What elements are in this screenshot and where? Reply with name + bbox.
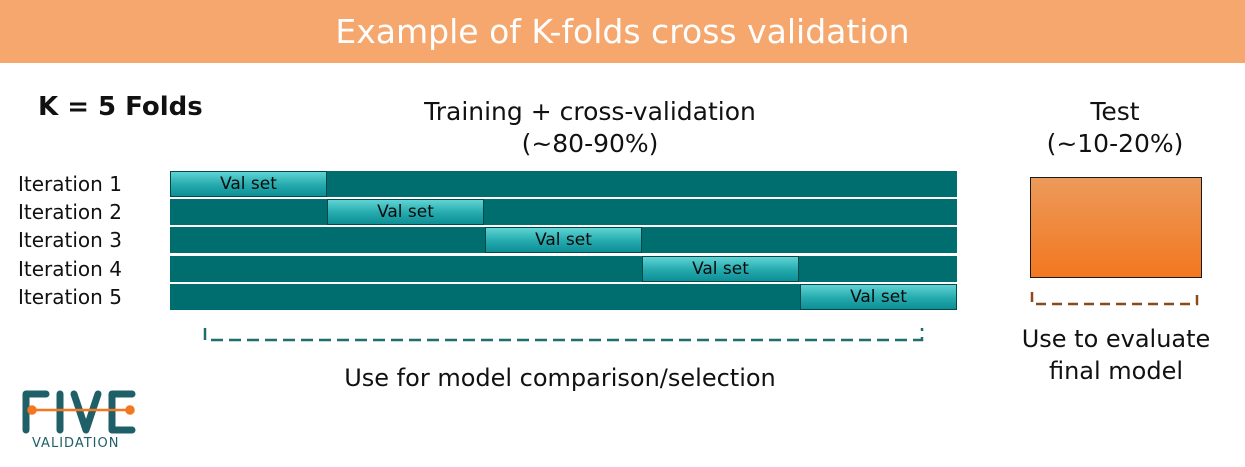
test-bracket — [1030, 290, 1200, 308]
training-bar: Val set — [170, 199, 957, 225]
evaluate-caption-line1: Use to evaluate — [1021, 325, 1211, 353]
model-selection-bracket — [203, 326, 925, 344]
iteration-label: Iteration 2 — [18, 200, 122, 224]
training-title-line1: Training + cross-validation — [424, 97, 756, 126]
evaluate-caption-line2: final model — [1048, 357, 1184, 385]
header-banner: Example of K-folds cross validation — [0, 0, 1245, 63]
training-bar: Val set — [170, 171, 957, 197]
training-bar: Val set — [170, 227, 957, 253]
model-selection-caption: Use for model comparison/selection — [344, 364, 776, 392]
k-folds-label: K = 5 Folds — [38, 92, 203, 122]
test-title-line2: (~10-20%) — [1046, 129, 1184, 158]
iteration-label: Iteration 4 — [18, 257, 122, 281]
training-title-line2: (~80-90%) — [521, 129, 659, 158]
evaluate-caption: Use to evaluate final model — [1000, 323, 1232, 387]
iteration-label: Iteration 1 — [18, 172, 122, 196]
test-title-line1: Test — [1090, 97, 1140, 126]
val-set-block: Val set — [485, 227, 642, 253]
test-set-box — [1030, 177, 1202, 278]
iteration-label: Iteration 5 — [18, 285, 122, 309]
iteration-label: Iteration 3 — [18, 228, 122, 252]
page-title: Example of K-folds cross validation — [335, 12, 910, 51]
val-set-block: Val set — [642, 256, 799, 282]
five-validation-logo — [20, 386, 140, 456]
test-title: Test (~10-20%) — [1010, 96, 1220, 160]
training-bar: Val set — [170, 284, 957, 310]
logo-subtitle: VALIDATION — [32, 436, 120, 451]
val-set-block: Val set — [800, 284, 957, 310]
training-title: Training + cross-validation (~80-90%) — [330, 96, 850, 160]
val-set-block: Val set — [327, 199, 484, 225]
val-set-block: Val set — [170, 171, 327, 197]
training-bar: Val set — [170, 256, 957, 282]
